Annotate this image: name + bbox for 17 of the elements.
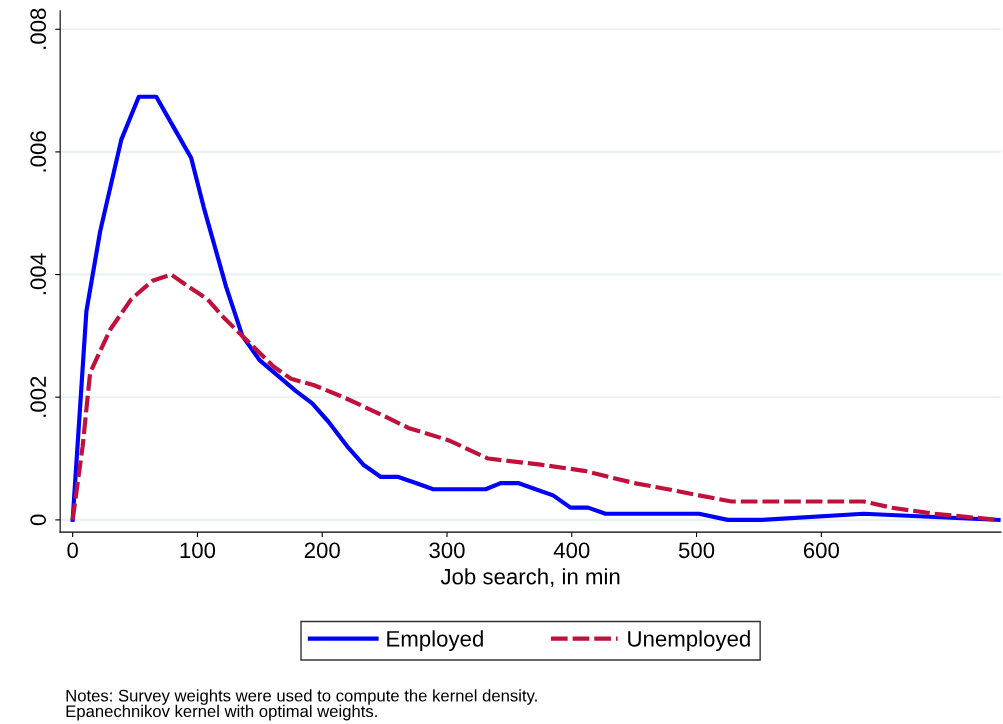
- y-tick-label: .002: [30, 376, 47, 417]
- y-tick-label: .006: [30, 131, 47, 172]
- line-series: [70, 94, 1001, 522]
- x-tick-label: 100: [180, 542, 216, 559]
- x-axis-title: Job search, in min: [440, 568, 620, 588]
- x-tick-label: 500: [678, 542, 715, 559]
- x-tick-label: 400: [553, 542, 590, 559]
- y-tick-label: 0: [30, 514, 47, 526]
- x-tick-label: 600: [803, 542, 839, 559]
- text: Notes: Survey weights were used to compute the kernel density. Epanechnikov kernel with optimal weights.: [66, 689, 537, 721]
- legend-label: Unemployed: [628, 630, 750, 652]
- legend-label: Employed: [387, 630, 483, 652]
- y-tick-label: .008: [30, 8, 47, 49]
- x-tick-label: 0: [67, 542, 78, 559]
- y-tick-label: .004: [30, 253, 47, 295]
- x-tick-label: 300: [429, 542, 465, 559]
- x-tick-label: 200: [304, 542, 340, 559]
